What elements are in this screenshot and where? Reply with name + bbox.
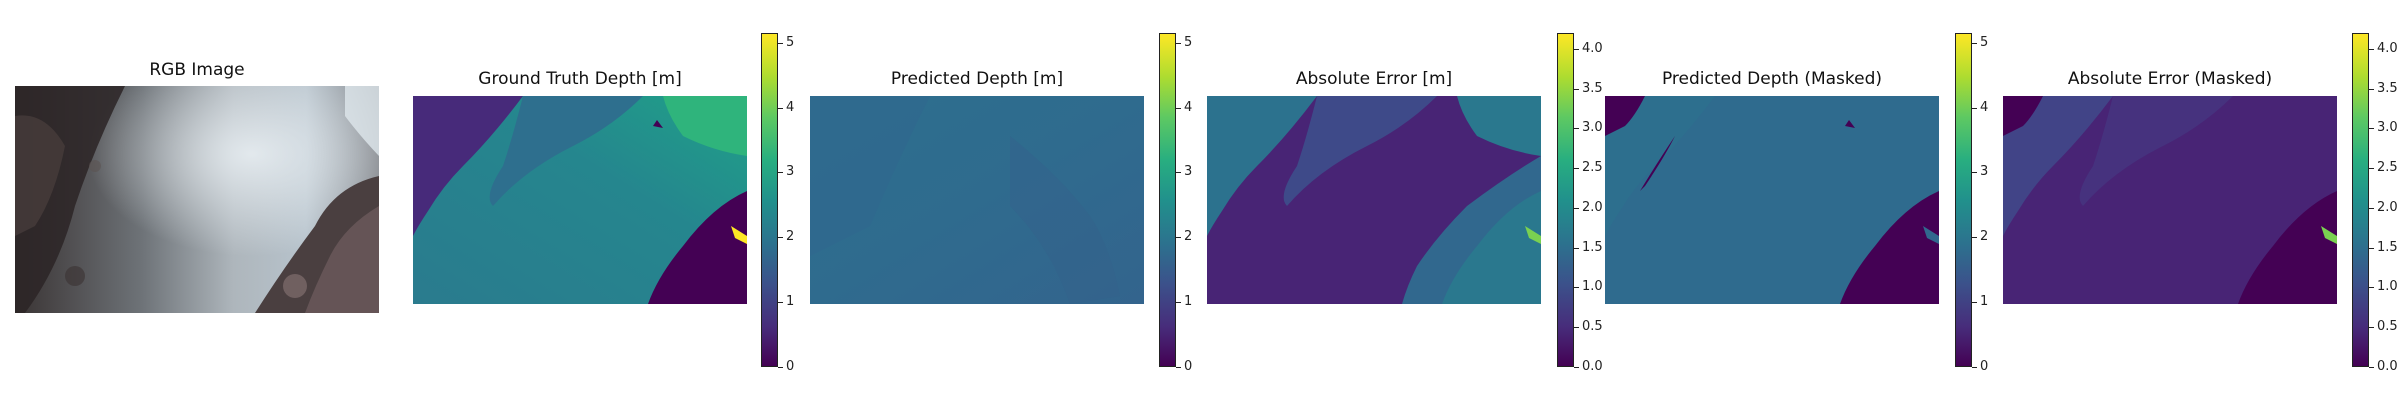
colorbar-pred-depth bbox=[1159, 33, 1176, 367]
colorbar-tick-mark bbox=[1574, 287, 1579, 288]
colorbar-tick-mark bbox=[1176, 108, 1181, 109]
colorbar-tick-label: 2 bbox=[786, 229, 795, 244]
predicted-depth-title: Predicted Depth [m] bbox=[890, 69, 1064, 89]
colorbar-tick-mark bbox=[1972, 108, 1977, 109]
colorbar-tick-label: 1 bbox=[786, 294, 795, 309]
colorbar-tick-mark bbox=[1176, 367, 1181, 368]
colorbar-tick-label: 3 bbox=[1980, 164, 1989, 179]
colorbar-tick-label: 3 bbox=[786, 164, 795, 179]
colorbar-tick-label: 3 bbox=[1184, 164, 1193, 179]
colorbar-tick-mark bbox=[1972, 367, 1977, 368]
colorbar-tick-mark bbox=[1574, 327, 1579, 328]
colorbar-tick-mark bbox=[1972, 172, 1977, 173]
colorbar-tick-label: 2.5 bbox=[1582, 160, 1603, 175]
colorbar-tick-mark bbox=[1574, 367, 1579, 368]
colorbar-tick-label: 5 bbox=[786, 35, 795, 50]
colorbar-tick-label: 3.5 bbox=[2377, 81, 2398, 96]
colorbar-tick-mark bbox=[778, 367, 783, 368]
colorbar-tick-mark bbox=[778, 108, 783, 109]
colorbar-tick-label: 2.0 bbox=[2377, 200, 2398, 215]
colorbar-tick-label: 1 bbox=[1980, 294, 1989, 309]
colorbar-tick-label: 4.0 bbox=[2377, 41, 2398, 56]
absolute-error-title: Absolute Error [m] bbox=[1295, 69, 1453, 89]
colorbar-tick-label: 4 bbox=[1980, 100, 1989, 115]
absolute-error-masked-heatmap bbox=[2003, 96, 2337, 304]
rgb-image-title: RGB Image bbox=[149, 60, 245, 80]
colorbar-gt-depth bbox=[761, 33, 778, 367]
colorbar-tick-mark bbox=[778, 172, 783, 173]
colorbar-tick-label: 3.5 bbox=[1582, 81, 1603, 96]
predicted-depth-masked-title: Predicted Depth (Masked) bbox=[1661, 69, 1883, 89]
colorbar-tick-label: 0 bbox=[1980, 359, 1989, 374]
colorbar-tick-label: 2.0 bbox=[1582, 200, 1603, 215]
colorbar-tick-mark bbox=[1574, 89, 1579, 90]
colorbar-tick-label: 1.0 bbox=[2377, 279, 2398, 294]
colorbar-tick-mark bbox=[1176, 172, 1181, 173]
colorbar-abs-error bbox=[1557, 33, 1574, 367]
colorbar-tick-mark bbox=[2369, 128, 2374, 129]
colorbar-tick-mark bbox=[2369, 327, 2374, 328]
colorbar-tick-label: 4 bbox=[786, 100, 795, 115]
colorbar-tick-mark bbox=[1574, 128, 1579, 129]
colorbar-tick-label: 1.5 bbox=[1582, 240, 1603, 255]
colorbar-tick-mark bbox=[2369, 208, 2374, 209]
colorbar-tick-label: 3.0 bbox=[1582, 120, 1603, 135]
colorbar-tick-mark bbox=[1574, 49, 1579, 50]
ground-truth-depth-title: Ground Truth Depth [m] bbox=[478, 69, 682, 89]
colorbar-pred-depth-masked bbox=[1955, 33, 1972, 367]
colorbar-tick-mark bbox=[2369, 168, 2374, 169]
colorbar-tick-mark bbox=[778, 237, 783, 238]
colorbar-tick-label: 4.0 bbox=[1582, 41, 1603, 56]
colorbar-tick-mark bbox=[1574, 248, 1579, 249]
colorbar-tick-label: 2.5 bbox=[2377, 160, 2398, 175]
colorbar-tick-label: 0.5 bbox=[2377, 319, 2398, 334]
colorbar-tick-label: 4 bbox=[1184, 100, 1193, 115]
predicted-depth-heatmap bbox=[810, 96, 1144, 304]
colorbar-tick-mark bbox=[2369, 248, 2374, 249]
colorbar-tick-label: 0.0 bbox=[1582, 359, 1603, 374]
colorbar-tick-label: 0.0 bbox=[2377, 359, 2398, 374]
colorbar-tick-mark bbox=[1972, 302, 1977, 303]
colorbar-tick-mark bbox=[2369, 89, 2374, 90]
colorbar-tick-mark bbox=[1176, 237, 1181, 238]
absolute-error-heatmap bbox=[1207, 96, 1541, 304]
colorbar-tick-mark bbox=[1176, 43, 1181, 44]
colorbar-tick-label: 1.5 bbox=[2377, 240, 2398, 255]
rgb-image bbox=[15, 86, 379, 313]
colorbar-tick-mark bbox=[1574, 208, 1579, 209]
colorbar-tick-label: 1.0 bbox=[1582, 279, 1603, 294]
colorbar-tick-mark bbox=[2369, 49, 2374, 50]
colorbar-tick-label: 0 bbox=[1184, 359, 1193, 374]
colorbar-tick-label: 0 bbox=[786, 359, 795, 374]
colorbar-tick-mark bbox=[1972, 237, 1977, 238]
colorbar-tick-label: 0.5 bbox=[1582, 319, 1603, 334]
colorbar-tick-label: 2 bbox=[1980, 229, 1989, 244]
colorbar-tick-mark bbox=[1972, 43, 1977, 44]
colorbar-tick-mark bbox=[1176, 302, 1181, 303]
colorbar-tick-mark bbox=[778, 43, 783, 44]
colorbar-tick-label: 2 bbox=[1184, 229, 1193, 244]
colorbar-tick-mark bbox=[2369, 367, 2374, 368]
ground-truth-depth-heatmap bbox=[413, 96, 747, 304]
colorbar-tick-label: 1 bbox=[1184, 294, 1193, 309]
colorbar-tick-label: 5 bbox=[1980, 35, 1989, 50]
colorbar-abs-error-masked bbox=[2352, 33, 2369, 367]
colorbar-tick-mark bbox=[778, 302, 783, 303]
colorbar-tick-mark bbox=[1574, 168, 1579, 169]
colorbar-tick-mark bbox=[2369, 287, 2374, 288]
absolute-error-masked-title: Absolute Error (Masked) bbox=[2067, 69, 2273, 89]
predicted-depth-masked-heatmap bbox=[1605, 96, 1939, 304]
colorbar-tick-label: 5 bbox=[1184, 35, 1193, 50]
colorbar-tick-label: 3.0 bbox=[2377, 120, 2398, 135]
